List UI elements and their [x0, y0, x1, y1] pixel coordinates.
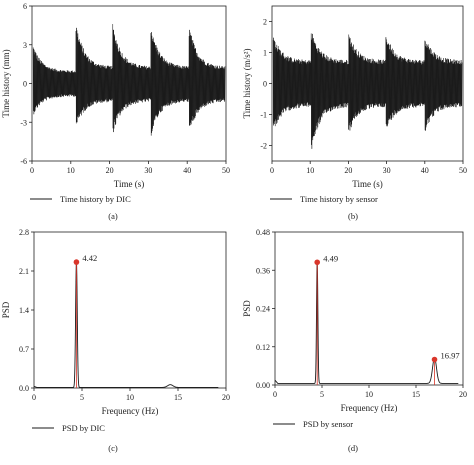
x-tick-label: 10: [306, 166, 314, 175]
x-tick-label: 20: [459, 390, 467, 399]
y-tick-label: 0: [263, 80, 267, 89]
legend-label: PSD by sensor: [303, 419, 353, 429]
legend-label: Time history by sensor: [300, 194, 378, 204]
x-tick-label: 40: [421, 166, 429, 175]
peak-marker: [431, 356, 438, 363]
y-tick-label: 1.4: [19, 306, 29, 315]
y-axis-label: Time history (m/s²): [242, 49, 252, 119]
y-tick-label: 0.7: [19, 345, 29, 354]
y-tick-label: 2.1: [19, 267, 29, 276]
y-tick-label: -6: [20, 157, 27, 166]
peak-label: 4.42: [82, 253, 97, 263]
x-tick-label: 5: [80, 393, 84, 402]
peak-label: 4.49: [323, 253, 338, 263]
x-tick-label: 5: [320, 390, 324, 399]
x-tick-label: 10: [365, 390, 373, 399]
y-tick-label: -1: [260, 111, 267, 120]
x-tick-label: 50: [222, 166, 230, 175]
x-tick-label: 40: [183, 166, 191, 175]
x-tick-label: 0: [273, 390, 277, 399]
x-tick-label: 50: [459, 166, 467, 175]
x-axis-label: Frequency (Hz): [102, 406, 159, 416]
x-tick-label: 10: [126, 393, 134, 402]
y-tick-label: 0: [23, 80, 27, 89]
panel-label: (b): [348, 211, 358, 221]
y-tick-label: 0.36: [256, 266, 270, 275]
x-tick-label: 20: [344, 166, 352, 175]
peak-marker: [73, 259, 80, 265]
series-line: [274, 261, 459, 384]
peak-label: 16.97: [441, 351, 460, 361]
x-tick-label: 10: [67, 166, 75, 175]
x-tick-label: 20: [106, 166, 114, 175]
x-tick-label: 15: [174, 393, 182, 402]
peak-marker: [314, 259, 321, 266]
legend-label: Time history by DIC: [60, 194, 131, 204]
x-tick-label: 0: [270, 166, 274, 175]
series-line: [32, 24, 226, 136]
y-tick-label: 2.8: [19, 228, 29, 237]
panel-label: (d): [348, 443, 358, 453]
x-tick-label: 15: [412, 390, 420, 399]
legend-label: PSD by DIC: [62, 423, 105, 433]
x-axis-label: Frequency (Hz): [341, 403, 398, 413]
x-axis-label: Time (s): [114, 179, 144, 189]
chart-panel-a: 0 10 20 30 40 50 -6 -3 0 3 6 Time (s) Time history (…: [1, 2, 230, 221]
y-tick-label: 0.48: [256, 228, 270, 237]
y-axis-label: PSD: [1, 301, 11, 318]
y-tick-label: 0.24: [256, 305, 270, 314]
x-tick-label: 30: [144, 166, 152, 175]
chart-panel-d: 0 5 10 15 20 0.00 0.12 0.24 0.36 0.48 Frequency (H…: [242, 228, 467, 453]
y-tick-label: 0.0: [19, 384, 29, 393]
panel-label: (c): [108, 443, 118, 453]
y-tick-label: 2: [263, 18, 267, 27]
y-tick-label: -2: [260, 142, 267, 151]
y-tick-label: 0.12: [256, 343, 270, 352]
plot-frame: [33, 231, 227, 389]
y-tick-label: 0.00: [256, 381, 270, 390]
x-tick-label: 30: [383, 166, 391, 175]
y-tick-label: 6: [23, 2, 27, 11]
y-tick-label: 1: [263, 49, 267, 58]
panel-label: (a): [108, 211, 118, 221]
y-axis-label: PSD: [242, 300, 252, 317]
y-axis-label: Time history (mm): [1, 49, 11, 117]
x-tick-label: 0: [32, 393, 36, 402]
chart-panel-b: 0 10 20 30 40 50 -2 -1 0 1 2 Time (s) Time history (…: [242, 5, 467, 221]
x-tick-label: 20: [222, 393, 230, 402]
y-tick-label: -3: [20, 118, 27, 127]
x-tick-label: 0: [30, 166, 34, 175]
series-line: [272, 33, 463, 149]
x-axis-label: Time (s): [352, 179, 382, 189]
y-tick-label: 3: [23, 41, 27, 50]
chart-panel-c: 0 5 10 15 20 0.0 0.7 1.4 2.1 2.8 Frequency (Hz) PSD…: [1, 228, 230, 453]
series-line: [33, 261, 219, 388]
